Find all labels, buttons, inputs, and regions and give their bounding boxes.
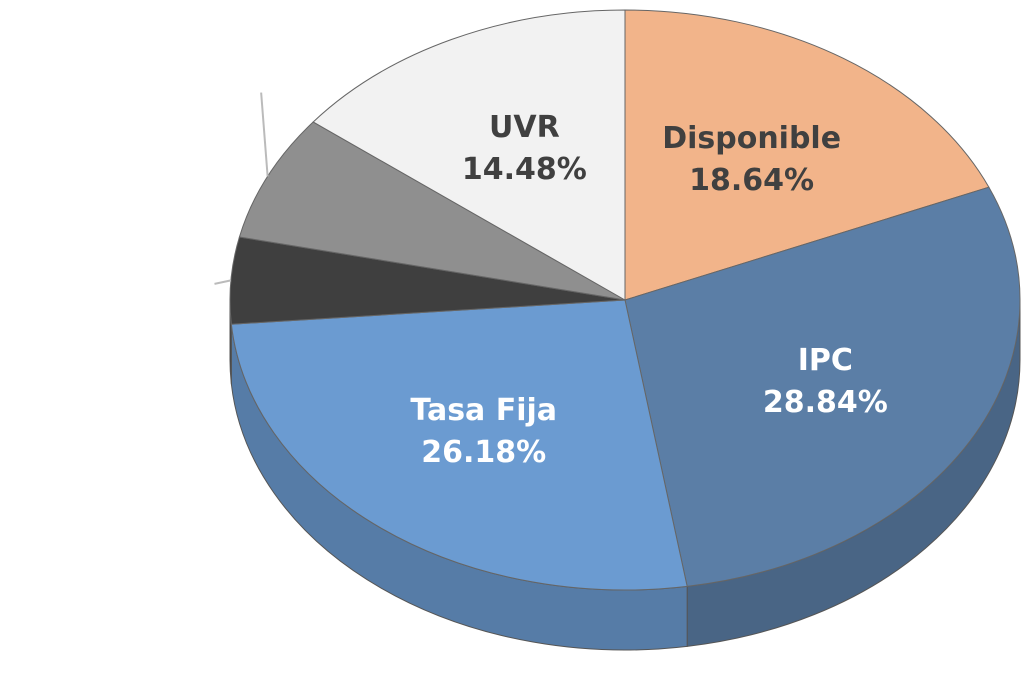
value-label: 7.03% [119,75,224,111]
slice [230,299,688,591]
slice-label: Fondos de Inversión 4.82% [24,180,224,348]
slice-label: Tasa Fija 26.18% [354,390,614,474]
slice [624,186,1021,587]
value-label: 18.64% [689,162,815,198]
leader-line [214,279,232,285]
slice-label: IPC 28.84% [695,340,955,424]
slice-label: UVR 14.48% [394,107,654,191]
category-label: Acciones [96,33,246,69]
category-label: IPC [797,342,853,378]
value-label: 26.18% [421,435,547,471]
slice [238,121,626,301]
category-label: UVR [488,109,560,145]
slice-label: Disponible 18.64% [622,118,882,202]
category-label: Tasa Fija [410,393,558,429]
category-label: Disponible [662,120,842,156]
slice [312,9,626,301]
value-label: 14.48% [461,151,587,187]
value-label: 4.82% [72,308,177,344]
leader-line [260,92,269,177]
value-label: 28.84% [762,384,888,420]
slice [624,9,990,301]
category-label: Fondos de Inversión [45,182,204,302]
slice-label: Acciones 7.03% [71,31,271,115]
